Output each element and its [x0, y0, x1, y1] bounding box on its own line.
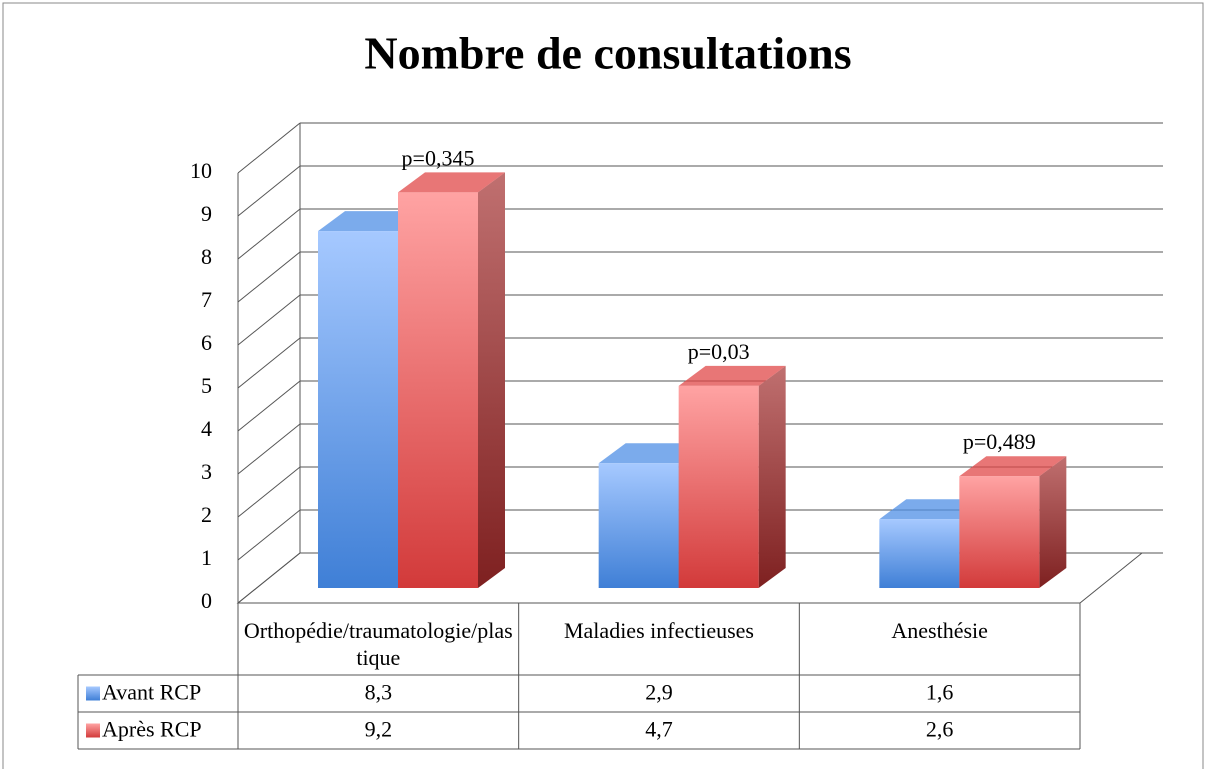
bar-top [959, 456, 1067, 477]
y-tick-label: 3 [201, 459, 212, 484]
bar-side [1039, 456, 1067, 588]
table-value: 9,2 [365, 717, 393, 742]
table-value: 2,9 [645, 680, 673, 705]
grid-line [237, 208, 301, 260]
bar-top [398, 172, 505, 193]
bar [879, 519, 960, 588]
y-tick-label: 0 [201, 588, 212, 613]
y-tick-label: 5 [201, 373, 212, 398]
annotation: p=0,345 [402, 145, 475, 170]
legend-label: Avant RCP [102, 680, 201, 705]
y-tick-label: 4 [201, 416, 212, 441]
legend-swatch [86, 686, 100, 701]
x-tick-label: Anesthésie [891, 618, 988, 643]
bar [398, 192, 478, 588]
category-cell: Anesthésie [891, 618, 988, 643]
grid-line [237, 165, 301, 217]
bar-top [678, 365, 786, 386]
y-tick-label: 10 [190, 158, 212, 183]
grid-line [237, 251, 301, 303]
grid-line [237, 509, 301, 561]
y-tick-label: 7 [201, 287, 212, 312]
legend-swatch [86, 723, 100, 738]
grid-line [237, 552, 301, 604]
annotation: p=0,03 [688, 339, 750, 364]
grid-line [237, 423, 301, 475]
x-tick-label: Maladies infectieuses [563, 618, 754, 643]
bar-side [758, 365, 786, 588]
bar [678, 385, 759, 588]
grid-line [237, 122, 301, 174]
bar-side [478, 172, 505, 588]
grid-line [237, 380, 301, 432]
grid-line [237, 466, 301, 518]
grid-line [237, 337, 301, 389]
x-tick-label: Orthopédie/traumatologie/plastique [243, 618, 513, 670]
y-tick-label: 9 [201, 201, 212, 226]
table-value: 1,6 [926, 680, 954, 705]
y-tick-label: 8 [201, 244, 212, 269]
category-cell: Maladies infectieuses [563, 618, 754, 643]
table-value: 4,7 [645, 717, 673, 742]
y-tick-label: 1 [201, 545, 212, 570]
y-tick-label: 2 [201, 502, 212, 527]
grid-line [237, 294, 301, 346]
table-value: 8,3 [365, 680, 393, 705]
category-cell: Orthopédie/traumatologie/plastique [243, 618, 513, 670]
chart-title: Nombre de consultations [364, 28, 851, 79]
annotation: p=0,489 [963, 429, 1036, 454]
table-value: 2,6 [926, 717, 954, 742]
bar [959, 476, 1040, 588]
bar [598, 463, 679, 588]
legend-label: Après RCP [102, 717, 202, 742]
y-tick-label: 6 [201, 330, 212, 355]
bar [318, 231, 398, 588]
